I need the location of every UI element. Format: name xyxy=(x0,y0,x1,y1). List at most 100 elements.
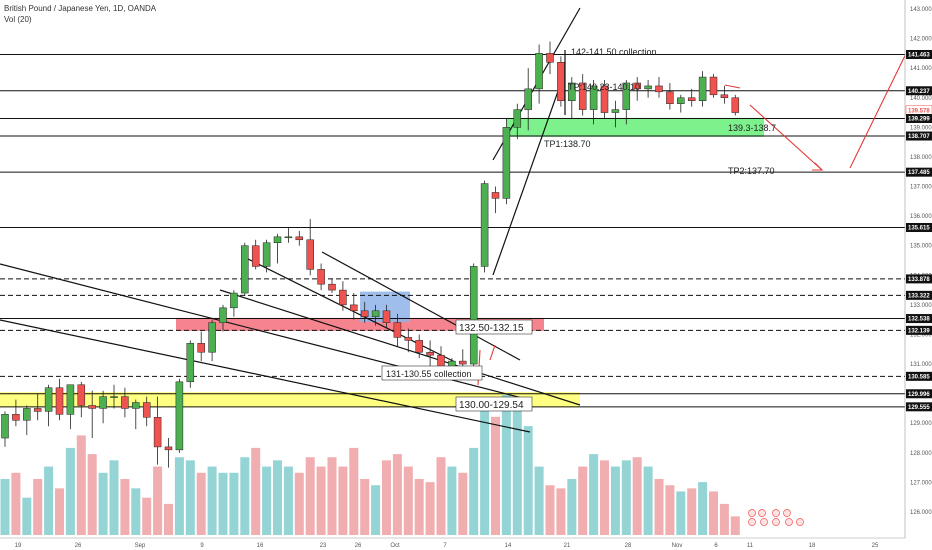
candle-body xyxy=(622,82,631,110)
price-tag-bg xyxy=(906,86,932,96)
volume-bar xyxy=(600,460,609,535)
volume-layer xyxy=(0,395,740,535)
price-tick-label: 137.000 xyxy=(910,185,932,191)
price-tick-label: 143.000 xyxy=(910,7,932,13)
price-tag-label: 139.578 xyxy=(908,108,930,114)
price-tick-label: 126.000 xyxy=(910,510,932,516)
price-tag-label: 129.555 xyxy=(908,405,930,411)
volume-bar xyxy=(665,485,675,535)
volume-bar xyxy=(436,457,446,535)
price-tag-bg xyxy=(906,325,932,335)
volume-bar xyxy=(632,457,642,535)
event-flag-icon xyxy=(748,509,756,517)
candle-body xyxy=(491,192,500,199)
candle-body xyxy=(480,183,489,267)
volume-bar xyxy=(11,472,21,535)
candle-body xyxy=(524,88,532,110)
chart-legend: British Pound / Japanese Yen, 1D, OANDA … xyxy=(4,3,156,25)
volume-bar xyxy=(76,435,86,535)
time-tick-label: 23 xyxy=(320,543,327,549)
trend-line xyxy=(492,79,563,276)
candle-body xyxy=(644,85,652,90)
volume-bar xyxy=(578,466,588,535)
price-tick-label: 132.000 xyxy=(910,332,932,338)
volume-bar xyxy=(131,488,141,535)
time-tick-label: 26 xyxy=(355,543,362,549)
red-zone-label: 132.50-132.15 xyxy=(459,323,524,334)
volume-bar xyxy=(153,466,163,535)
price-tag-label: 140.237 xyxy=(908,89,930,95)
time-tick-label: 14 xyxy=(505,543,512,549)
candle-body xyxy=(295,236,304,241)
time-tick-label: 26 xyxy=(75,543,82,549)
price-tick-label: 138.000 xyxy=(910,155,932,161)
tp2-label: TP2:137.70 xyxy=(728,166,775,176)
volume-bar xyxy=(589,454,599,535)
volume-bar xyxy=(55,488,64,535)
price-tag-label: 133.878 xyxy=(908,277,930,283)
volume-bar xyxy=(643,466,653,535)
candle-body xyxy=(77,384,86,406)
price-tick-label: 127.000 xyxy=(910,480,932,486)
volume-bar xyxy=(534,466,544,535)
candle-body xyxy=(110,396,118,398)
time-axis: 19 26 Sep 9 16 23 26 Oct 7 14 21 28 Nov 6 11 18 25 xyxy=(0,537,905,549)
volume-bar xyxy=(382,460,391,535)
price-tick-label: 136.000 xyxy=(910,214,932,220)
candle-body xyxy=(88,405,96,409)
yellow-zone-label-box xyxy=(455,396,533,412)
volume-bar xyxy=(294,472,304,535)
candle-body xyxy=(142,402,151,418)
trend-line xyxy=(0,319,531,433)
candle-body xyxy=(197,343,205,353)
volume-bar xyxy=(719,503,729,535)
candle-body xyxy=(687,97,696,101)
volume-bar xyxy=(480,404,490,535)
volume-bar xyxy=(240,457,250,535)
candle-body xyxy=(589,85,598,110)
candle-body xyxy=(99,396,107,409)
candle-body xyxy=(339,289,347,306)
candle-body xyxy=(55,387,64,415)
candle-body xyxy=(371,310,380,317)
volume-bar xyxy=(469,447,479,535)
volume-bar xyxy=(425,482,435,535)
levels-layer xyxy=(0,53,905,408)
volume-bar xyxy=(142,497,152,535)
price-tag-label: 138.707 xyxy=(908,134,930,140)
time-tick-label: 19 xyxy=(15,543,22,549)
event-flag-icon xyxy=(760,518,768,526)
annotations-layer: 130.00-129.54 132.50-132.15 131-130.55 c… xyxy=(381,47,776,412)
volume-bar xyxy=(447,466,457,535)
volume-bar xyxy=(87,454,97,535)
volume-bar xyxy=(22,497,32,535)
price-tag-bg xyxy=(906,223,932,233)
candle-body xyxy=(23,408,31,421)
candle-body xyxy=(513,109,522,128)
time-tick-label: Nov xyxy=(672,543,683,549)
candle-body xyxy=(382,310,391,323)
price-tag-bg xyxy=(906,114,932,124)
price-tag-label: 132.139 xyxy=(908,328,930,334)
volume-bar xyxy=(610,466,620,535)
volume-bar xyxy=(327,457,337,535)
symbol-title: British Pound / Japanese Yen, 1D, OANDA xyxy=(4,4,157,13)
candle-body xyxy=(251,245,260,267)
red-zone-label-box xyxy=(455,319,533,335)
volume-bar xyxy=(174,457,184,535)
volume-bar xyxy=(360,479,370,535)
candle-body xyxy=(1,414,9,439)
collection-low-label: 131-130.55 collection xyxy=(386,369,472,379)
price-tag-bg xyxy=(906,49,932,59)
price-tag-label: 130.585 xyxy=(908,374,930,380)
price-tick-label: 131.000 xyxy=(910,362,932,368)
event-flag-icon xyxy=(772,509,780,517)
candle-body xyxy=(404,337,413,341)
candle-body xyxy=(175,381,184,451)
volume-bar xyxy=(349,447,359,535)
candle-body xyxy=(186,343,195,383)
volume-bar xyxy=(33,479,43,535)
candle-body xyxy=(720,94,729,99)
price-tick-label: 129.000 xyxy=(910,421,932,427)
